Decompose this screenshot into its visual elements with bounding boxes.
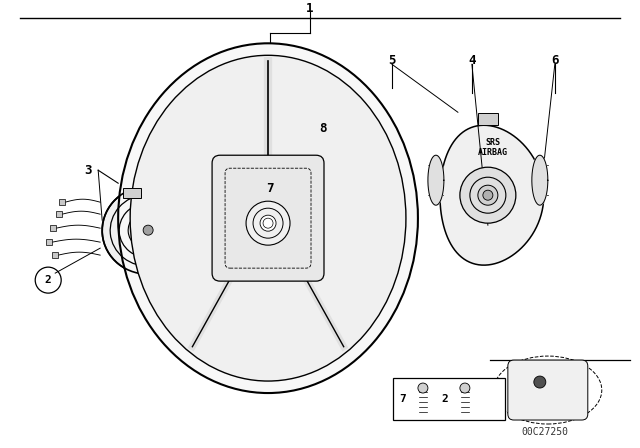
Bar: [393, 378, 505, 420]
Text: 7: 7: [266, 182, 274, 195]
Bar: [478, 113, 498, 125]
Text: 5: 5: [388, 54, 396, 67]
Text: 1: 1: [307, 2, 314, 15]
Bar: [50, 225, 56, 231]
FancyBboxPatch shape: [212, 155, 324, 281]
Text: 8: 8: [319, 122, 327, 135]
Circle shape: [260, 215, 276, 231]
Bar: [123, 188, 141, 198]
Ellipse shape: [142, 224, 154, 236]
Bar: [56, 211, 62, 217]
Circle shape: [478, 185, 498, 205]
Circle shape: [246, 201, 290, 245]
Polygon shape: [428, 155, 444, 205]
Ellipse shape: [118, 43, 418, 393]
Ellipse shape: [102, 186, 194, 274]
Ellipse shape: [130, 55, 406, 381]
Circle shape: [460, 167, 516, 223]
Polygon shape: [532, 155, 548, 205]
Circle shape: [534, 376, 546, 388]
Circle shape: [143, 225, 153, 235]
Text: 00C27250: 00C27250: [522, 427, 568, 437]
Text: 4: 4: [468, 54, 476, 67]
Text: 2: 2: [45, 275, 52, 285]
Bar: [46, 239, 52, 245]
Text: 6: 6: [551, 54, 559, 67]
Text: SRS: SRS: [485, 138, 500, 147]
Text: 3: 3: [84, 164, 92, 177]
Ellipse shape: [128, 211, 168, 249]
Bar: [52, 252, 58, 258]
Circle shape: [483, 190, 493, 200]
Text: 7: 7: [399, 394, 406, 404]
Text: AIRBAG: AIRBAG: [478, 148, 508, 157]
Bar: [59, 199, 65, 205]
FancyBboxPatch shape: [508, 360, 588, 420]
Circle shape: [460, 383, 470, 393]
Text: 2: 2: [442, 394, 448, 404]
Polygon shape: [440, 125, 544, 265]
Circle shape: [418, 383, 428, 393]
